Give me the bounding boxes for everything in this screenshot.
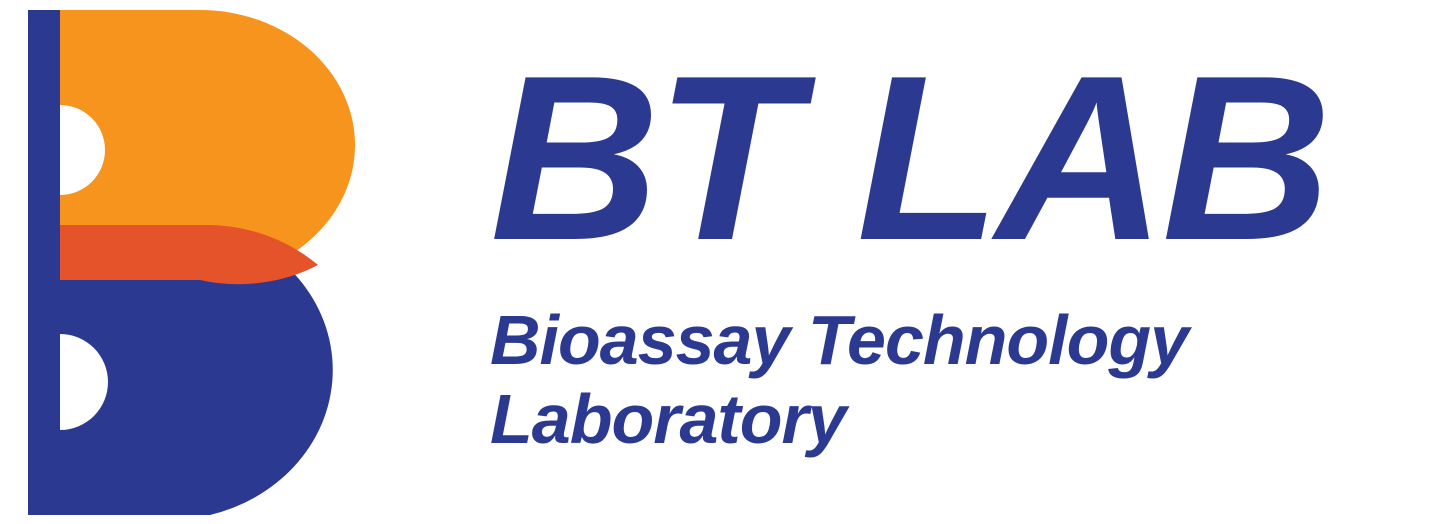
bt-lab-logo: BT LAB Bioassay Technology Laboratory — [0, 0, 1445, 524]
logo-secondary-text: Bioassay Technology Laboratory — [490, 301, 1328, 458]
logo-secondary-line2: Laboratory — [490, 380, 846, 458]
logo-secondary-line1: Bioassay Technology — [490, 301, 1188, 379]
logo-primary-text: BT LAB — [490, 46, 1328, 269]
logo-text-block: BT LAB Bioassay Technology Laboratory — [430, 66, 1328, 458]
logo-mark-svg — [0, 0, 430, 524]
logo-left-bar — [28, 10, 60, 515]
logo-mark — [0, 0, 430, 524]
